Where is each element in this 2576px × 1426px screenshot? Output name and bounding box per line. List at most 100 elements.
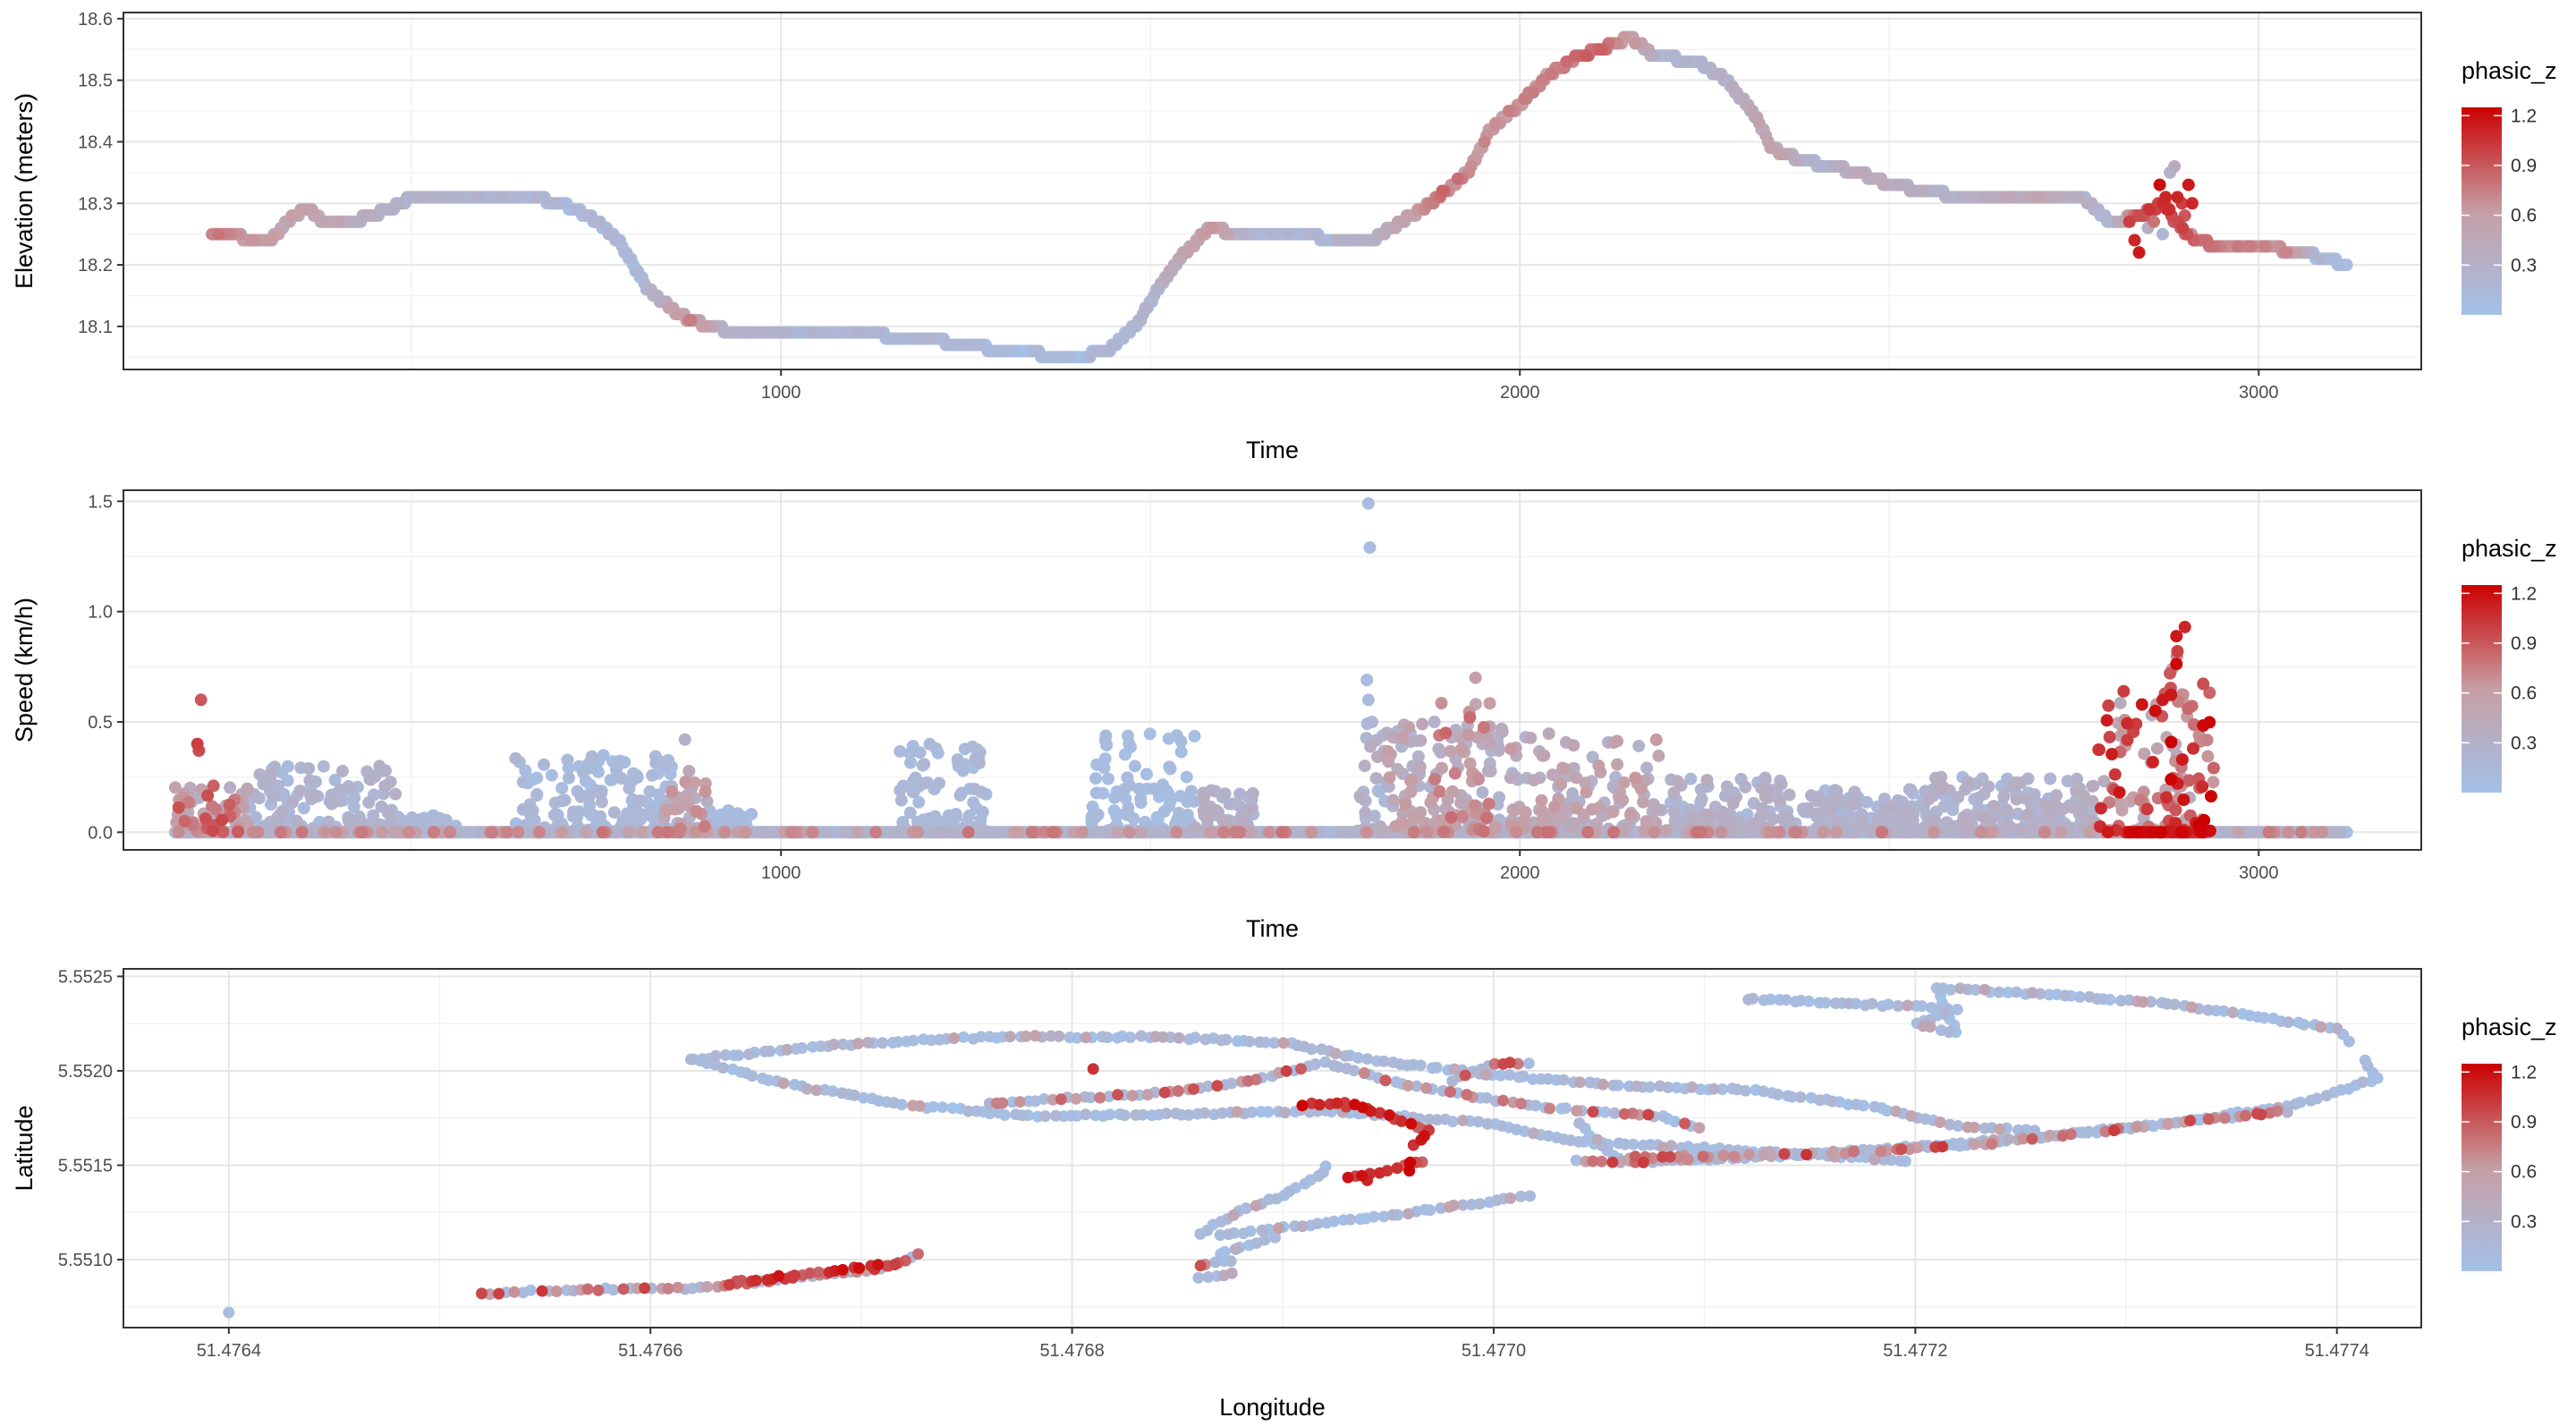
data-point <box>1581 826 1595 839</box>
data-point <box>1557 1074 1570 1086</box>
data-point <box>1454 796 1468 810</box>
data-point <box>1515 1098 1528 1110</box>
x-tick-label: 1000 <box>761 863 801 883</box>
data-point <box>569 203 582 216</box>
data-point <box>1233 800 1246 813</box>
data-point <box>968 783 981 795</box>
data-point <box>1518 92 1531 106</box>
data-point <box>2203 716 2216 729</box>
data-point <box>1745 817 1758 830</box>
data-point <box>1542 826 1555 839</box>
data-point <box>1536 73 1548 87</box>
data-point <box>2161 997 2174 1010</box>
data-point <box>1668 49 1682 63</box>
data-point <box>2162 1117 2174 1130</box>
data-point <box>1763 826 1776 839</box>
data-point <box>733 1049 745 1062</box>
data-point <box>924 332 936 345</box>
data-point <box>2131 826 2143 839</box>
data-point <box>1237 1227 1250 1240</box>
data-point <box>806 326 819 339</box>
data-point <box>1049 1109 1062 1122</box>
data-point <box>507 191 521 204</box>
data-point <box>1329 1048 1342 1060</box>
y-tick-label: 0.5 <box>88 713 113 733</box>
data-point <box>911 815 924 828</box>
data-point <box>439 813 453 827</box>
data-point <box>525 804 538 818</box>
data-point <box>516 776 530 789</box>
data-point <box>1258 1234 1271 1246</box>
data-point <box>1686 1081 1699 1093</box>
data-point <box>1383 771 1396 785</box>
data-point <box>907 785 920 799</box>
data-point <box>1206 826 1219 839</box>
data-point <box>1229 1243 1241 1255</box>
data-point <box>1693 1122 1706 1134</box>
data-point <box>561 753 574 767</box>
data-point <box>329 826 343 839</box>
data-point <box>367 809 380 822</box>
data-point <box>1201 1224 1214 1236</box>
data-point <box>904 756 917 769</box>
data-point <box>954 338 968 352</box>
data-point <box>1987 800 2000 813</box>
data-point <box>812 1266 825 1278</box>
data-point <box>2226 1006 2239 1019</box>
data-point <box>1196 227 1209 241</box>
data-point <box>1629 37 1642 50</box>
data-point <box>1514 1190 1527 1202</box>
data-point <box>1309 1058 1322 1070</box>
data-point <box>781 1043 793 1056</box>
legend-title: phasic_z <box>2462 535 2557 562</box>
data-point <box>1555 777 1568 791</box>
data-point <box>806 826 819 839</box>
data-point <box>1397 818 1410 831</box>
data-point <box>1364 740 1377 753</box>
data-point <box>1654 1080 1666 1092</box>
data-point <box>1457 1199 1469 1211</box>
data-point <box>332 215 345 228</box>
data-point <box>1848 166 1861 179</box>
data-point <box>2025 821 2038 835</box>
data-point <box>729 326 741 339</box>
data-point <box>1718 789 1732 802</box>
data-point <box>1134 796 1148 810</box>
data-point <box>532 826 546 839</box>
data-point <box>1396 731 1410 744</box>
data-point <box>918 777 931 790</box>
data-point <box>718 826 732 839</box>
data-point <box>1275 826 1289 839</box>
data-point <box>2077 789 2090 802</box>
data-point <box>1573 1076 1586 1089</box>
data-point <box>2160 791 2174 804</box>
data-point <box>1530 1099 1542 1112</box>
data-point <box>1225 1267 1238 1279</box>
data-point <box>1843 997 1855 1010</box>
data-point <box>1399 798 1412 811</box>
data-point <box>1223 797 1236 811</box>
data-point <box>1132 782 1146 795</box>
data-point <box>1919 808 1933 821</box>
colorbar-tick-label: 0.6 <box>2511 683 2537 704</box>
data-point <box>1758 1149 1770 1160</box>
data-point <box>894 744 907 758</box>
data-point <box>1217 826 1230 839</box>
data-point <box>1868 1153 1881 1166</box>
y-tick-label: 0.0 <box>88 823 113 843</box>
data-point <box>2165 735 2178 749</box>
data-point <box>1089 344 1103 358</box>
data-point <box>1359 806 1372 819</box>
data-point <box>682 788 696 802</box>
data-point <box>1451 172 1464 185</box>
data-point <box>1233 787 1247 801</box>
data-point <box>1823 802 1836 816</box>
data-point <box>907 1099 919 1112</box>
data-point <box>2132 246 2146 259</box>
data-point <box>1218 787 1232 801</box>
data-point <box>934 826 947 839</box>
data-point <box>2021 808 2035 821</box>
data-point <box>1584 1076 1597 1089</box>
data-point <box>1522 1057 1535 1070</box>
data-point <box>2202 1113 2215 1125</box>
